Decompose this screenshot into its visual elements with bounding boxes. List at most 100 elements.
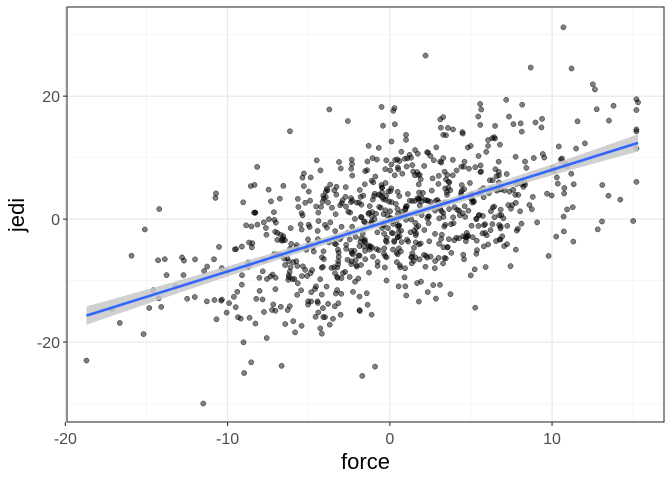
data-point	[435, 255, 442, 261]
data-point	[541, 154, 548, 161]
data-point	[561, 190, 568, 197]
data-point	[306, 224, 313, 230]
data-point	[317, 167, 324, 174]
data-point	[497, 225, 504, 232]
data-point	[489, 221, 496, 227]
data-point	[570, 238, 577, 245]
data-point	[439, 231, 445, 238]
data-point	[460, 233, 466, 240]
data-point	[216, 244, 222, 250]
data-point	[385, 225, 391, 232]
data-point	[594, 226, 601, 233]
data-point	[477, 101, 483, 107]
data-point	[161, 256, 168, 263]
data-point	[380, 211, 387, 217]
data-point	[425, 149, 431, 156]
data-point	[517, 208, 523, 215]
data-point	[338, 275, 345, 281]
data-point	[605, 192, 612, 199]
data-point	[385, 188, 392, 195]
data-point	[561, 185, 568, 191]
data-point	[518, 128, 525, 135]
data-point	[414, 150, 421, 157]
data-point	[366, 269, 372, 276]
data-point	[344, 256, 351, 263]
data-point	[469, 234, 476, 241]
data-point	[342, 193, 349, 200]
data-point	[437, 124, 444, 131]
data-point	[362, 256, 369, 263]
data-point	[381, 245, 388, 252]
data-point	[393, 259, 400, 265]
data-point	[515, 192, 522, 198]
data-point	[475, 113, 482, 120]
data-point	[526, 202, 533, 208]
data-point	[396, 193, 403, 199]
data-point	[424, 215, 431, 222]
data-point	[353, 263, 360, 270]
data-point	[329, 204, 335, 211]
data-point	[241, 370, 248, 376]
data-point	[582, 140, 588, 147]
y-tick-label: 0	[51, 212, 60, 229]
data-point	[461, 203, 468, 210]
data-point	[483, 149, 490, 155]
data-point	[163, 272, 170, 278]
data-point	[473, 216, 480, 223]
data-point	[475, 153, 482, 159]
data-point	[238, 243, 245, 250]
data-point	[405, 191, 411, 197]
data-point	[633, 179, 640, 185]
data-point	[477, 122, 484, 128]
data-point	[392, 201, 399, 207]
data-point	[461, 158, 468, 165]
data-point	[485, 241, 491, 248]
data-point	[408, 260, 415, 267]
data-point	[254, 164, 260, 170]
data-point	[423, 252, 429, 259]
data-point	[338, 200, 345, 206]
data-point	[429, 175, 436, 182]
data-point	[294, 291, 301, 298]
data-point	[445, 125, 451, 131]
data-point	[406, 197, 413, 204]
data-point	[501, 243, 507, 249]
data-point	[253, 296, 260, 302]
data-point	[327, 219, 334, 226]
data-point	[300, 183, 307, 189]
data-point	[548, 192, 555, 199]
data-point	[593, 106, 600, 113]
data-point	[294, 196, 301, 202]
data-point	[252, 209, 258, 216]
data-point	[528, 206, 535, 213]
data-point	[479, 230, 486, 237]
data-point	[234, 288, 241, 295]
data-point	[437, 158, 444, 165]
data-point	[382, 166, 389, 172]
data-point	[512, 200, 519, 206]
data-point	[570, 181, 577, 188]
data-point	[299, 273, 305, 279]
data-point	[363, 290, 370, 297]
data-point	[334, 264, 341, 271]
data-point	[461, 163, 467, 170]
data-point	[322, 314, 328, 321]
data-point	[330, 315, 336, 322]
y-tick-label: -20	[37, 335, 60, 352]
data-point	[390, 246, 396, 253]
data-point	[314, 300, 321, 306]
data-point	[317, 276, 324, 283]
data-point	[394, 251, 401, 258]
data-point	[553, 233, 560, 240]
data-point	[248, 359, 255, 366]
data-point	[295, 280, 301, 287]
data-point	[396, 222, 403, 229]
data-point	[424, 289, 431, 295]
data-point	[506, 113, 512, 120]
data-point	[507, 263, 514, 269]
data-point	[116, 320, 123, 326]
data-point	[449, 157, 456, 163]
data-point	[309, 267, 315, 273]
data-point	[270, 301, 277, 308]
data-point	[320, 248, 327, 255]
